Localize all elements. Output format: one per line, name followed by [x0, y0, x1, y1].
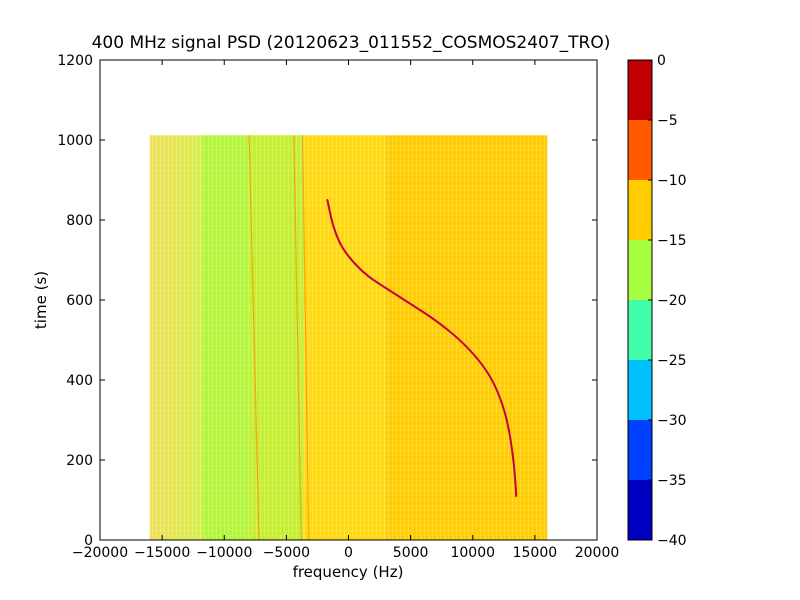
colorbar-tick-label: −20 [657, 293, 687, 309]
colorbar-tick-label: −35 [657, 473, 687, 489]
colorbar-segment [628, 180, 652, 240]
y-tick-label: 200 [66, 453, 93, 469]
colorbar-tick-label: −30 [657, 413, 687, 429]
colorbar-segment [628, 480, 652, 540]
colorbar-tick-label: −15 [657, 233, 687, 249]
colorbar-tick-label: −10 [657, 173, 687, 189]
x-tick-label: 15000 [513, 545, 558, 561]
vertical-line-3 [301, 135, 310, 541]
y-tick-label: 1200 [57, 53, 93, 69]
vertical-line-2 [293, 135, 302, 541]
colorbar-segment [628, 300, 652, 360]
x-tick-label: −10000 [196, 545, 252, 561]
colorbar-tick-label: −40 [657, 533, 687, 549]
x-tick-label: −20000 [72, 545, 128, 561]
colorbar-tick-label: −5 [657, 113, 678, 129]
signal-trace [326, 199, 518, 497]
y-axis: 0 200 400 600 800 1000 1200 [57, 53, 597, 549]
y-tick-label: 1000 [57, 133, 93, 149]
chart-title: 400 MHz signal PSD (20120623_011552_COSM… [92, 33, 611, 53]
psd-heatmap [149, 135, 548, 540]
x-axis: −20000 −15000 −10000 −5000 0 5000 10000 15000 20… [72, 60, 619, 561]
colorbar-tick-label: −25 [657, 353, 687, 369]
vertical-line-1 [248, 135, 260, 541]
psd-texture-h [149, 135, 548, 540]
x-tick-label: 10000 [450, 545, 495, 561]
x-tick-label: −15000 [134, 545, 190, 561]
x-tick-label: 0 [344, 545, 353, 561]
x-axis-label: frequency (Hz) [293, 563, 404, 581]
colorbar-segment [628, 240, 652, 300]
colorbar: −40 −35 −30 −25 −20 −15 −10 −5 0 [627, 53, 687, 549]
y-tick-label: 0 [84, 533, 93, 549]
vertical-lines [248, 135, 310, 541]
x-tick-label: 5000 [393, 545, 429, 561]
colorbar-tick-label: 0 [657, 53, 666, 69]
colorbar-segment [628, 420, 652, 480]
y-tick-label: 600 [66, 293, 93, 309]
x-tick-label: −5000 [263, 545, 310, 561]
y-tick-label: 400 [66, 373, 93, 389]
y-tick-label: 800 [66, 213, 93, 229]
x-tick-label: 20000 [575, 545, 620, 561]
signal-trace-layer [326, 199, 518, 497]
colorbar-segment [628, 120, 652, 180]
y-axis-label: time (s) [32, 271, 50, 329]
colorbar-segment [628, 360, 652, 420]
colorbar-segment [628, 60, 652, 120]
